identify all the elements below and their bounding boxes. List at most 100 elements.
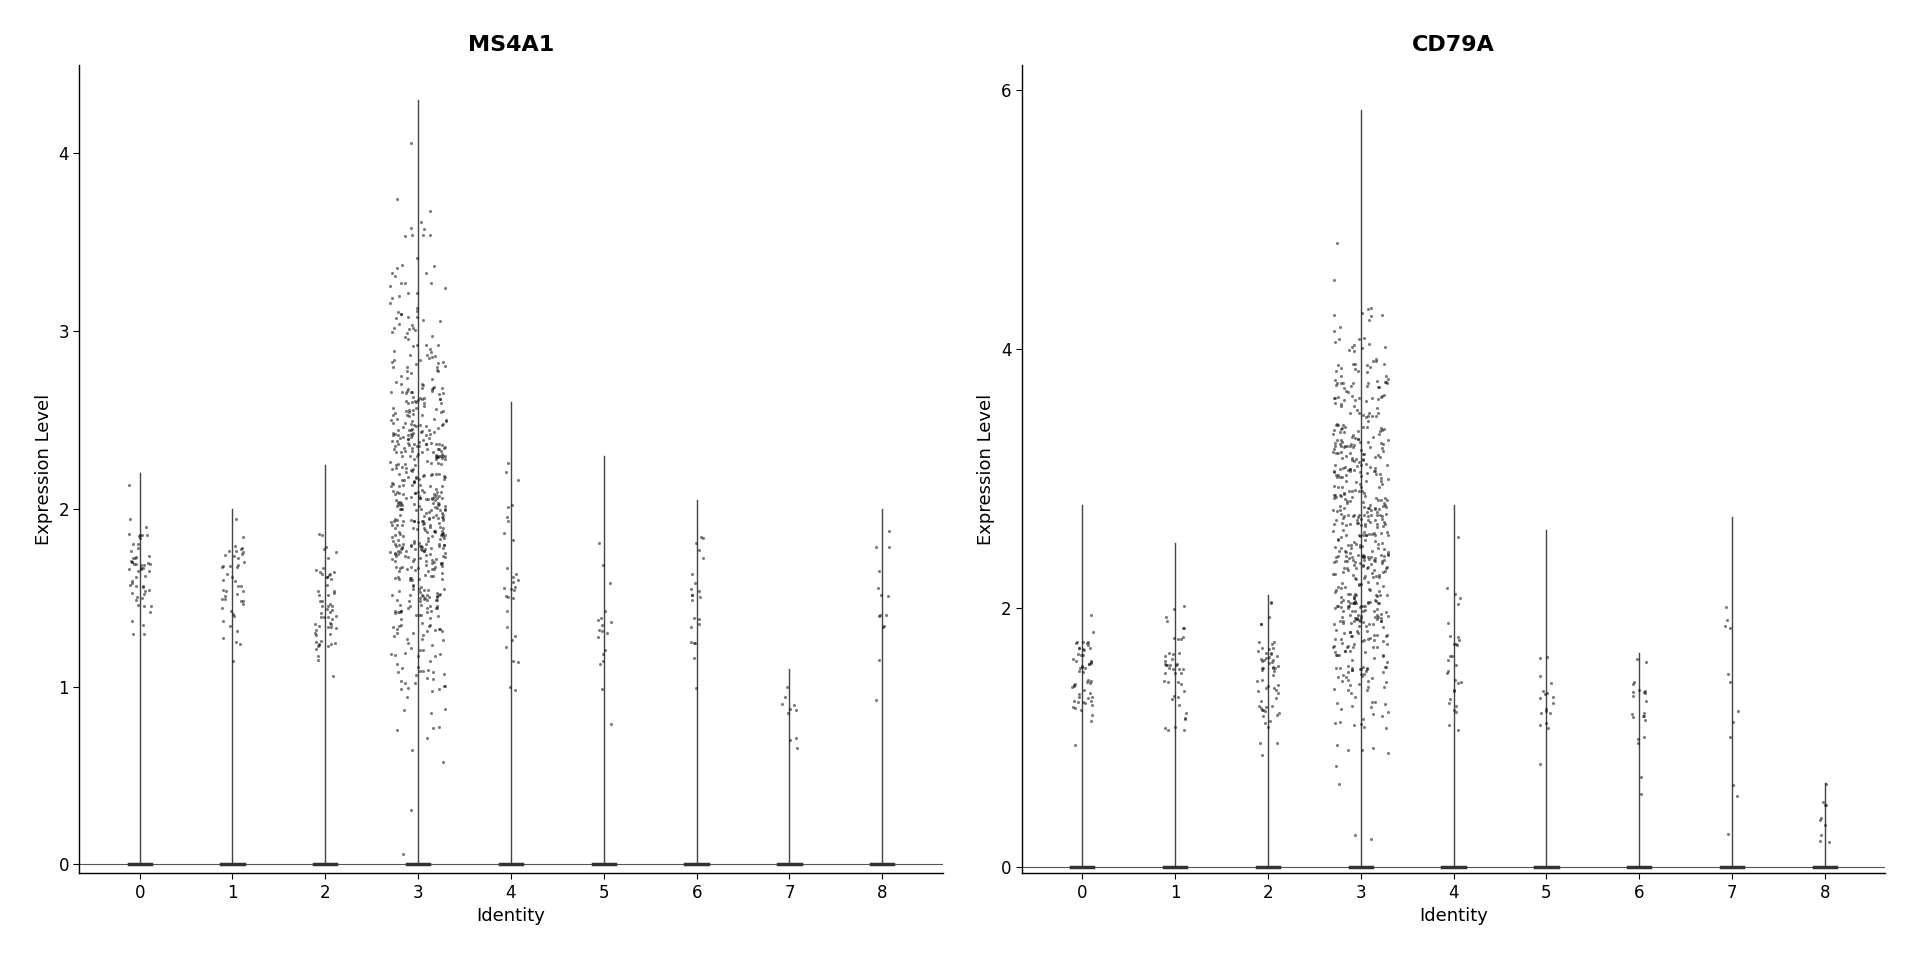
Point (1338, 596, 1369, 612)
Point (428, 416, 459, 431)
Point (1332, 673, 1363, 688)
Point (1369, 515, 1400, 530)
Point (399, 356, 430, 372)
Point (207, 559, 238, 574)
Point (388, 529, 419, 544)
Point (401, 285, 432, 300)
Point (403, 352, 434, 368)
Point (401, 469, 432, 485)
Y-axis label: Expression Level: Expression Level (35, 394, 52, 544)
Point (1367, 708, 1398, 724)
Point (392, 601, 422, 616)
Point (1356, 360, 1386, 375)
Point (1524, 668, 1555, 684)
Point (1369, 421, 1400, 437)
Point (1329, 613, 1359, 629)
Point (392, 632, 422, 647)
Point (430, 502, 461, 517)
Point (1440, 672, 1471, 687)
Point (1319, 540, 1350, 555)
Point (409, 543, 440, 559)
Point (1354, 313, 1384, 328)
Point (1350, 598, 1380, 613)
Point (409, 468, 440, 483)
Point (1329, 440, 1359, 455)
Point (380, 426, 411, 442)
Point (394, 636, 424, 651)
Point (386, 603, 417, 618)
Point (1367, 518, 1398, 534)
Point (1373, 547, 1404, 563)
Point (1075, 713, 1106, 729)
Point (1438, 683, 1469, 698)
Point (1630, 654, 1661, 669)
Point (419, 562, 449, 577)
Point (1258, 680, 1288, 695)
Point (394, 402, 424, 418)
Point (1354, 500, 1384, 516)
Point (1336, 483, 1367, 498)
Point (1340, 828, 1371, 843)
Point (1327, 610, 1357, 625)
Point (129, 617, 159, 633)
Point (1342, 548, 1373, 564)
Point (117, 551, 148, 566)
Point (1442, 597, 1473, 612)
Point (1369, 491, 1400, 506)
Point (394, 448, 424, 464)
Point (1319, 442, 1350, 457)
Point (492, 561, 522, 576)
Point (378, 321, 409, 336)
Point (1361, 639, 1392, 655)
Point (1373, 655, 1404, 670)
Point (1329, 561, 1359, 576)
Point (1350, 663, 1380, 679)
Point (417, 540, 447, 555)
Point (399, 514, 430, 529)
Point (413, 582, 444, 597)
Point (407, 482, 438, 497)
Point (394, 593, 424, 609)
Point (1321, 758, 1352, 774)
Point (1363, 595, 1394, 611)
Point (396, 385, 426, 400)
Point (1340, 594, 1371, 610)
Point (426, 506, 457, 521)
Point (303, 653, 334, 668)
Point (1068, 634, 1098, 649)
Point (409, 228, 440, 243)
Point (430, 451, 461, 467)
Point (394, 572, 424, 588)
Point (770, 689, 801, 705)
Point (1348, 446, 1379, 462)
Point (409, 391, 440, 406)
Point (374, 544, 405, 560)
Point (1367, 388, 1398, 403)
Point (382, 498, 413, 514)
Point (424, 647, 455, 662)
Point (409, 583, 440, 598)
Point (1332, 664, 1363, 680)
Point (1327, 511, 1357, 526)
Point (492, 604, 522, 619)
Point (413, 531, 444, 546)
Point (1434, 628, 1465, 643)
Point (411, 525, 442, 540)
Point (1244, 735, 1275, 751)
Point (1348, 341, 1379, 356)
Point (123, 564, 154, 579)
Point (1258, 640, 1288, 656)
Point (1348, 407, 1379, 422)
Point (1319, 390, 1350, 405)
Point (396, 743, 426, 758)
Point (589, 604, 620, 619)
Point (415, 654, 445, 669)
Point (1261, 708, 1292, 723)
Point (1444, 590, 1475, 606)
Point (1327, 435, 1357, 450)
Point (317, 598, 348, 613)
Point (127, 578, 157, 593)
Point (1373, 375, 1404, 391)
Point (1363, 584, 1394, 599)
Point (1365, 588, 1396, 603)
